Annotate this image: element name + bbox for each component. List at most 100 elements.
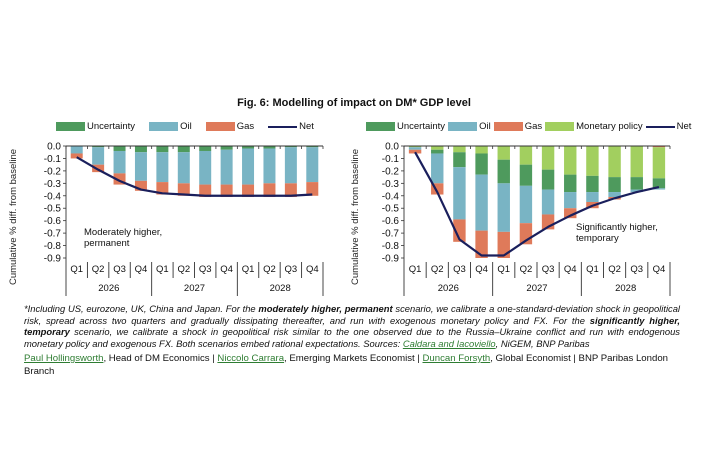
bar-uncertainty [199, 146, 212, 151]
bar-gas [497, 231, 510, 258]
bar-oil [70, 146, 83, 154]
bar-oil [156, 152, 169, 183]
bar-monetary-policy [652, 147, 666, 179]
bar-uncertainty [652, 178, 666, 189]
y-tick-label: -0.9 [44, 254, 62, 265]
legend-label: Net [676, 121, 692, 132]
x-group-label: 2026 [98, 283, 119, 294]
x-group-label: 2027 [184, 283, 205, 294]
bar-oil [630, 189, 643, 193]
notes-text: scenario, we calibrate a one-standard-de… [24, 303, 681, 326]
x-category-label: Q1 [497, 264, 510, 275]
legend-label: Oil [180, 121, 192, 132]
legend-label: Uncertainty [397, 121, 446, 132]
legend-label: Monetary policy [576, 121, 643, 132]
y-tick-label: -0.1 [382, 154, 400, 165]
bar-gas [220, 184, 233, 198]
author-role: , Head of DM Economics | [103, 353, 218, 364]
chart-significantly-higher-temporary: 0.0-0.1-0.2 -0.3-0.4 -0.5-0.6 -0.7-0.8 -0.9 C… [350, 142, 671, 296]
legend-label: Uncertainty [87, 121, 136, 132]
swatch-net [268, 125, 298, 128]
x-group-label: 2028 [615, 283, 636, 294]
y-tick-label: -0.5 [44, 204, 62, 215]
bar-uncertainty [519, 164, 533, 186]
bar-oil [564, 192, 577, 209]
bar-gas [177, 183, 190, 196]
swatch-net [645, 125, 675, 128]
bar-oil [92, 147, 105, 165]
bar-oil [475, 174, 488, 231]
bar-uncertainty [475, 153, 488, 175]
y-tick-label: 0.0 [47, 142, 61, 153]
x-category-label: Q3 [630, 264, 643, 275]
author-link-hollingsworth[interactable]: Paul Hollingsworth [24, 353, 104, 364]
legend-item-oil: Oil [149, 121, 192, 132]
y-tick-label: -0.1 [44, 154, 62, 165]
y-tick-label: -0.9 [382, 254, 400, 265]
bar-oil [113, 150, 126, 174]
x-category-label: Q3 [542, 264, 555, 275]
net-line [414, 151, 660, 257]
y-tick-label: -0.4 [44, 191, 62, 202]
bar-oil [263, 148, 276, 184]
x-category-label: Q3 [199, 264, 212, 275]
x-category-label: Q2 [177, 264, 190, 275]
x-category-label: Q2 [520, 264, 533, 275]
bar-gas [564, 208, 577, 219]
scenario-annotation: permanent [84, 238, 130, 249]
bar-oil [284, 147, 297, 184]
source-link-caldara-iacoviello[interactable]: Caldara and Iacoviello [402, 337, 496, 349]
x-category-label: Q1 [70, 264, 83, 275]
bar-monetary-policy [497, 146, 510, 160]
author-link-forsyth[interactable]: Duncan Forsyth [422, 353, 491, 364]
swatch-monetary-policy [545, 122, 575, 131]
bar-gas [199, 184, 212, 198]
author-link-carrara[interactable]: Niccolo Carrara [217, 353, 285, 364]
bar-oil [408, 147, 422, 150]
scenario-annotation: temporary [576, 233, 619, 244]
bar-gas [408, 149, 422, 154]
bar-uncertainty [284, 146, 297, 148]
bar-uncertainty [134, 146, 147, 153]
legend-label: Gas [524, 121, 543, 132]
net-line [76, 156, 313, 197]
swatch-gas [493, 122, 523, 131]
x-category-label: Q3 [113, 264, 126, 275]
bar-monetary-policy [519, 146, 533, 165]
bar-gas [431, 183, 444, 195]
x-category-label: Q4 [135, 264, 148, 275]
bar-gas [453, 219, 466, 242]
y-axis: 0.0-0.1-0.2 -0.3-0.4 -0.5-0.6 -0.7-0.8 -0.9 [382, 142, 404, 265]
bar-uncertainty [113, 146, 126, 151]
author-role: , Emerging Markets Economist | [284, 353, 423, 364]
bar-uncertainty [177, 146, 190, 153]
bar-monetary-policy [408, 146, 422, 148]
x-category-label: Q1 [409, 264, 422, 275]
bar-uncertainty [242, 146, 255, 149]
notes-bold-scenario-2: significantly higher, temporary [24, 314, 680, 338]
bar-uncertainty [608, 177, 621, 193]
bar-oil [220, 149, 233, 185]
bar-uncertainty [220, 146, 233, 150]
y-tick-label: -0.5 [382, 204, 400, 215]
bar-uncertainty [453, 152, 466, 168]
bar-oil [453, 167, 466, 220]
bar-oil [497, 183, 510, 232]
bar-monetary-policy [475, 146, 488, 154]
bar-oil [586, 192, 599, 202]
notes-text: scenario, we calibrate a shock in geopol… [24, 326, 680, 349]
y-axis-label: Cumulative % diff. from baseline [350, 149, 361, 285]
bar-gas [652, 146, 666, 148]
swatch-uncertainty [56, 122, 85, 131]
legend-left: Uncertainty Oil Gas Net [56, 121, 328, 132]
bar-gas [242, 184, 255, 198]
y-tick-label: -0.7 [382, 229, 400, 240]
x-category-label: Q4 [653, 264, 666, 275]
y-tick-label: -0.4 [382, 191, 400, 202]
bar-oil [652, 188, 666, 190]
legend-item-uncertainty: Uncertainty [56, 121, 135, 132]
x-axis: Q1 Q2 Q3 Q4 Q1 Q2 Q3 Q4 Q1 Q2 Q3 Q4 2026 2027 2028 [65, 145, 324, 296]
legend-right: Uncertainty Oil Gas Monetary policy Net [366, 121, 694, 132]
bar-monetary-policy [586, 146, 599, 176]
legend-item-net: Net [645, 121, 692, 132]
